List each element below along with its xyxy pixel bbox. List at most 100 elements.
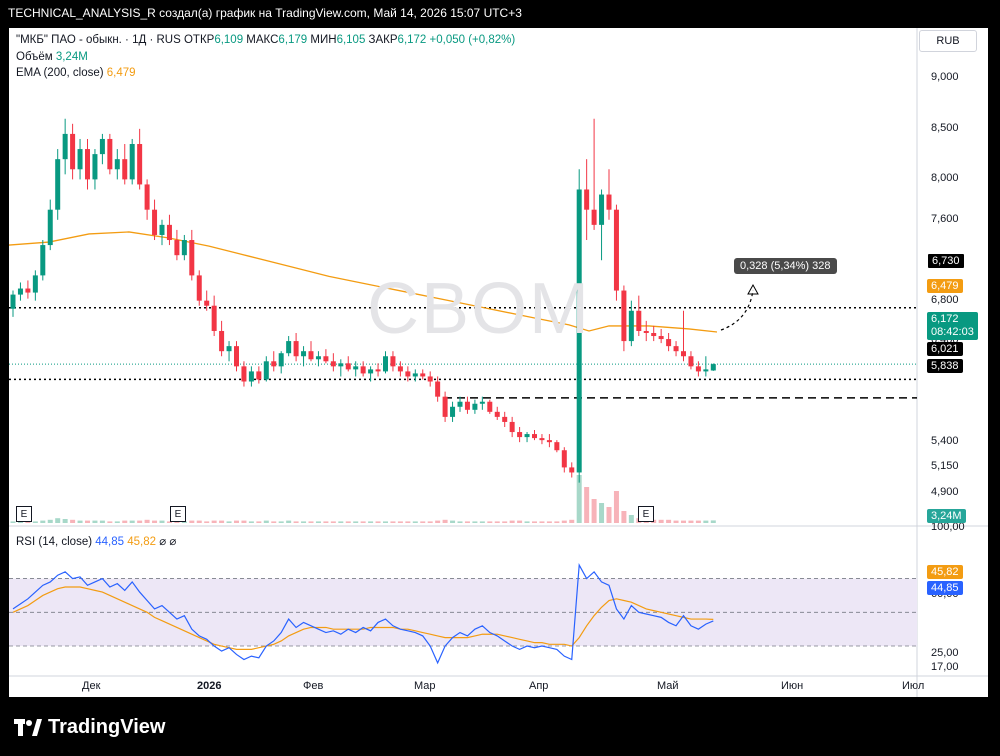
candle-body — [234, 346, 239, 367]
volume-bar — [32, 521, 38, 523]
close-label: ЗАКР — [368, 34, 398, 46]
candle-body — [420, 373, 426, 377]
currency-button[interactable]: RUB — [919, 30, 977, 52]
candle-body — [241, 366, 247, 382]
time-tick-label: Май — [657, 680, 679, 692]
ema-line — [9, 231, 718, 333]
high-value: 6,179 — [278, 34, 308, 46]
volume-bar — [25, 521, 31, 523]
volume-bar — [576, 475, 582, 523]
candle-body — [256, 371, 262, 380]
candle-body — [390, 356, 396, 367]
volume-bar — [517, 520, 523, 523]
time-tick-label: Июн — [781, 680, 804, 692]
chart-panel[interactable]: CBOM "МКБ" ПАО - обыкн. · 1Д · RUS ОТКР6… — [9, 28, 988, 697]
candle-body — [99, 138, 105, 155]
candle-body — [628, 310, 634, 342]
candle-body — [286, 341, 292, 354]
volume-bar — [301, 521, 307, 523]
rsi-legend[interactable]: RSI (14, close) 44,85 45,82 ⌀ ⌀ — [16, 534, 176, 548]
candle-body — [472, 403, 478, 410]
volume-bar — [464, 521, 470, 523]
price-tick-label: 8,500 — [931, 121, 959, 134]
candle-body — [137, 144, 143, 185]
volume-bar — [673, 520, 679, 523]
last-price: 6,172 — [931, 313, 959, 325]
volume-bar — [472, 521, 478, 523]
visibility-icons[interactable]: ⌀ ⌀ — [159, 536, 177, 548]
earnings-marker[interactable]: E — [170, 506, 186, 522]
volume-bar — [658, 519, 664, 523]
candle-body — [435, 381, 441, 397]
earnings-marker[interactable]: E — [638, 506, 654, 522]
candle-body — [293, 341, 299, 357]
volume-bar — [554, 521, 560, 523]
candle-body — [606, 194, 612, 210]
candle-body — [278, 353, 284, 367]
symbol-title[interactable]: "МКБ" ПАО - обыкн. · 1Д · RUS — [16, 34, 181, 46]
volume-bar — [695, 520, 701, 523]
volume-bar — [703, 520, 709, 523]
volume-bar — [688, 520, 694, 523]
candle-body — [397, 366, 403, 372]
candle-body — [271, 361, 277, 367]
volume-bar — [70, 519, 76, 523]
candle-body — [166, 224, 172, 241]
chart-canvas[interactable] — [9, 28, 988, 697]
time-tick-label: Фев — [303, 680, 324, 692]
candle-body — [695, 366, 701, 372]
volume-bar — [308, 521, 314, 523]
volume-bar — [353, 521, 359, 523]
candle-body — [345, 363, 351, 370]
volume-bar — [204, 521, 210, 523]
rsi-tick-label: 17,00 — [931, 660, 959, 673]
candle-body — [85, 149, 90, 180]
volume-bar — [606, 507, 612, 523]
candle-body — [122, 159, 128, 180]
volume-bar — [152, 520, 158, 523]
candle-body — [651, 333, 657, 337]
price-tick-label: 4,900 — [931, 485, 959, 498]
candle-body — [546, 440, 552, 443]
candle-body — [666, 339, 672, 347]
candle-body — [10, 294, 16, 309]
candle-body — [576, 189, 582, 473]
volume-bar — [494, 521, 500, 523]
earnings-marker[interactable]: E — [16, 506, 32, 522]
volume-bar — [248, 521, 254, 523]
ohlc-legend: "МКБ" ПАО - обыкн. · 1Д · RUS ОТКР6,109 … — [16, 34, 515, 46]
volume-bar — [561, 520, 567, 523]
topbar-credit: TECHNICAL_ANALYSIS_R создал(а) график на… — [8, 6, 522, 20]
measure-label: 0,328 (5,34%) 328 — [734, 258, 837, 274]
candle-body — [487, 401, 493, 412]
volume-bar — [62, 519, 68, 523]
candle-body — [62, 133, 68, 160]
volume-bar — [47, 519, 53, 523]
candle-body — [189, 240, 195, 276]
volume-bar — [584, 487, 590, 523]
volume-bar — [137, 520, 143, 523]
volume-bar — [129, 520, 135, 523]
candle-body — [636, 310, 642, 331]
volume-bar — [234, 520, 239, 523]
volume-bar — [539, 521, 545, 523]
volume-bar — [345, 521, 351, 523]
candle-body — [263, 361, 269, 380]
volume-legend[interactable]: Объём 3,24M — [16, 51, 88, 63]
rsi-ma-value: 45,82 — [127, 536, 157, 548]
volume-bar — [174, 521, 180, 523]
candle-body — [621, 290, 627, 342]
volume-bar — [427, 521, 433, 523]
volume-bar — [92, 520, 98, 523]
ema-legend[interactable]: EMA (200, close) 6,479 — [16, 67, 136, 79]
volume-bar — [77, 520, 83, 523]
candle-body — [308, 351, 314, 360]
candle-body — [219, 330, 225, 352]
level-mid-pill: 6,021 — [927, 342, 963, 356]
tradingview-brand[interactable]: TradingView — [14, 716, 165, 739]
time-tick-label: Июл — [902, 680, 925, 692]
time-tick-label: Апр — [529, 680, 549, 692]
candle-body — [584, 189, 590, 210]
volume-bar — [286, 520, 292, 523]
candle-body — [330, 361, 336, 367]
